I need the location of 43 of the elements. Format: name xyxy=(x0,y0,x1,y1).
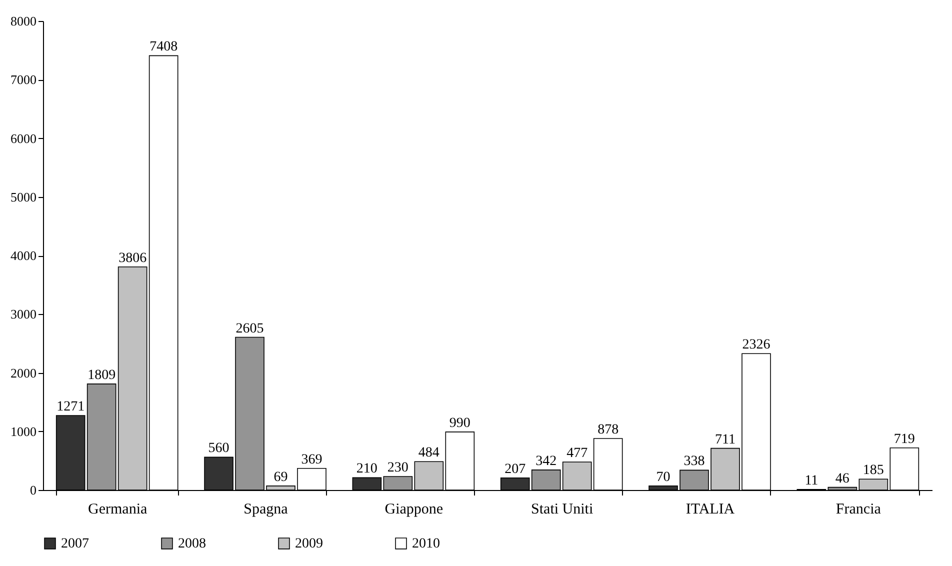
x-tick-label: Spagna xyxy=(244,502,288,518)
legend-label: 2007 xyxy=(61,536,89,552)
y-tick-label: 8000 xyxy=(10,14,36,28)
data-label: 70 xyxy=(656,470,670,485)
y-tick-label: 2000 xyxy=(10,365,36,380)
data-label: 342 xyxy=(536,454,557,469)
data-label: 210 xyxy=(356,462,378,477)
y-tick-label: 5000 xyxy=(10,189,36,204)
data-label: 878 xyxy=(598,422,619,438)
data-label: 3806 xyxy=(118,250,147,266)
data-label: 560 xyxy=(208,441,230,456)
x-tick-label: Francia xyxy=(836,502,882,518)
y-tick-label: 7000 xyxy=(10,72,36,88)
y-tick-label: 6000 xyxy=(10,130,36,146)
data-label: 46 xyxy=(835,471,850,486)
data-label: 711 xyxy=(715,432,736,448)
data-label: 69 xyxy=(274,470,288,485)
data-label: 230 xyxy=(387,460,408,476)
data-label: 719 xyxy=(894,432,915,447)
data-label: 207 xyxy=(504,462,526,477)
data-label: 477 xyxy=(566,446,588,462)
data-label: 185 xyxy=(862,463,884,478)
data-label: 2326 xyxy=(742,338,770,353)
data-label: 369 xyxy=(301,452,322,468)
legend-label: 2009 xyxy=(295,536,323,552)
x-tick-label: Giappone xyxy=(384,502,444,518)
data-label: 2605 xyxy=(236,321,264,336)
data-label: 11 xyxy=(804,473,818,488)
data-label: 7408 xyxy=(150,40,178,55)
legend-label: 2010 xyxy=(412,536,440,552)
legend-label: 2008 xyxy=(178,536,206,552)
data-label: 338 xyxy=(684,454,705,470)
data-label: 1271 xyxy=(56,399,85,414)
x-tick-label: ITALIA xyxy=(686,502,735,518)
x-tick-label: Germania xyxy=(88,502,148,518)
y-tick-label: 0 xyxy=(30,482,36,498)
y-tick-label: 4000 xyxy=(10,248,36,263)
y-tick-label: 1000 xyxy=(10,424,36,439)
x-tick-label: Stati Uniti xyxy=(531,502,594,518)
data-label: 484 xyxy=(418,446,440,461)
data-label: 990 xyxy=(449,416,470,431)
data-label: 1809 xyxy=(88,368,116,383)
y-tick-label: 3000 xyxy=(10,306,36,322)
